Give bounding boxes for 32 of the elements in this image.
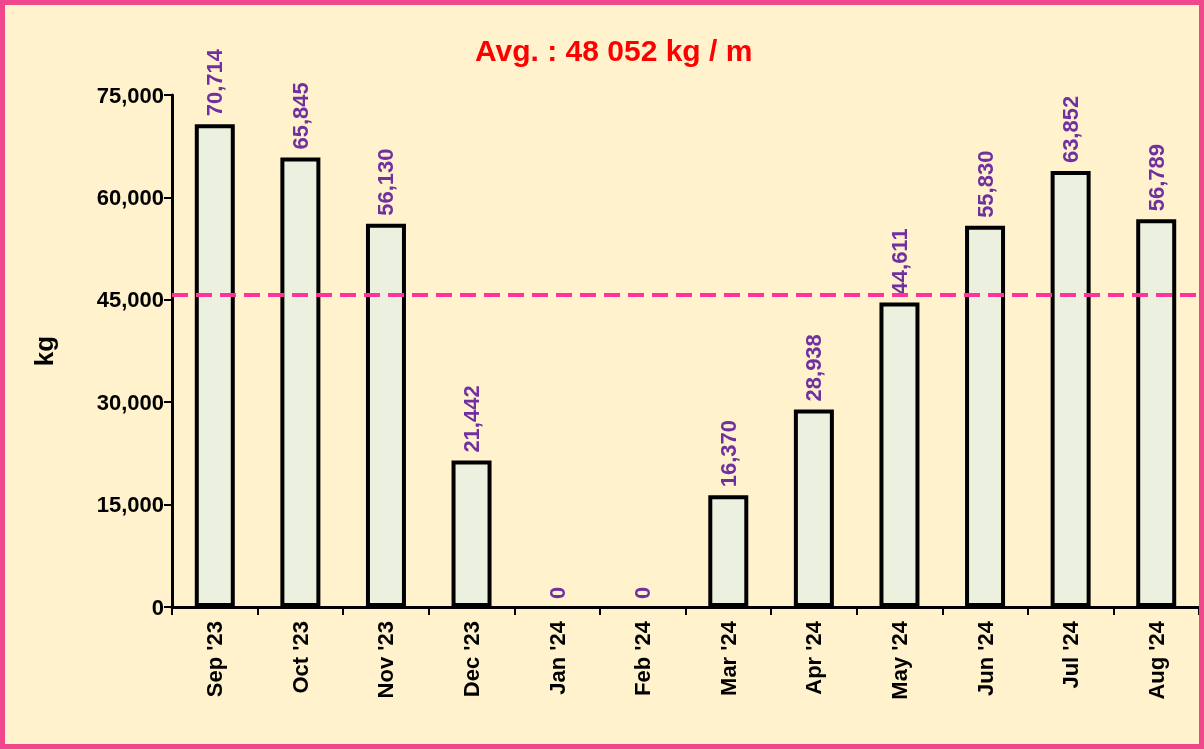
data-label: 63,852 [1058, 95, 1084, 164]
x-tick-label: Oct '23 [287, 621, 313, 694]
data-label: 65,845 [287, 82, 313, 150]
y-tick-label: 45,000 [96, 287, 164, 313]
x-tick-label: Feb '24 [630, 620, 656, 696]
data-label: 56,789 [1143, 144, 1169, 212]
data-label: 0 [544, 586, 570, 599]
x-tick-label: Nov '23 [373, 621, 399, 699]
y-tick-label: 15,000 [96, 492, 164, 518]
data-label: 0 [630, 586, 656, 599]
x-tick-label: Jan '24 [544, 620, 570, 695]
x-tick-label: Apr '24 [801, 620, 827, 695]
data-label: 28,938 [801, 334, 827, 402]
x-tick-label: Mar '24 [715, 620, 741, 696]
data-label: 55,830 [972, 150, 998, 218]
y-tick-label: 30,000 [96, 389, 164, 415]
y-tick-label: 75,000 [96, 82, 164, 108]
text: Avg. : 48 052 kg / m [475, 33, 753, 67]
x-tick-label: Jul '24 [1058, 620, 1084, 689]
y-tick-label: 60,000 [96, 184, 164, 210]
data-label: 56,130 [373, 148, 399, 216]
x-tick-label: Jun '24 [972, 620, 998, 696]
data-label: 44,611 [886, 228, 912, 295]
y-axis-title: kg [29, 335, 59, 367]
x-tick-label: May '24 [886, 620, 912, 700]
data-label: 16,370 [715, 419, 741, 488]
data-label: 21,442 [459, 385, 485, 453]
x-tick-label: Dec '23 [459, 621, 485, 698]
y-tick-label: 0 [151, 594, 164, 620]
data-label: 70,714 [202, 48, 228, 117]
x-tick-label: Aug '24 [1143, 620, 1169, 700]
x-tick-label: Sep '23 [202, 621, 228, 698]
